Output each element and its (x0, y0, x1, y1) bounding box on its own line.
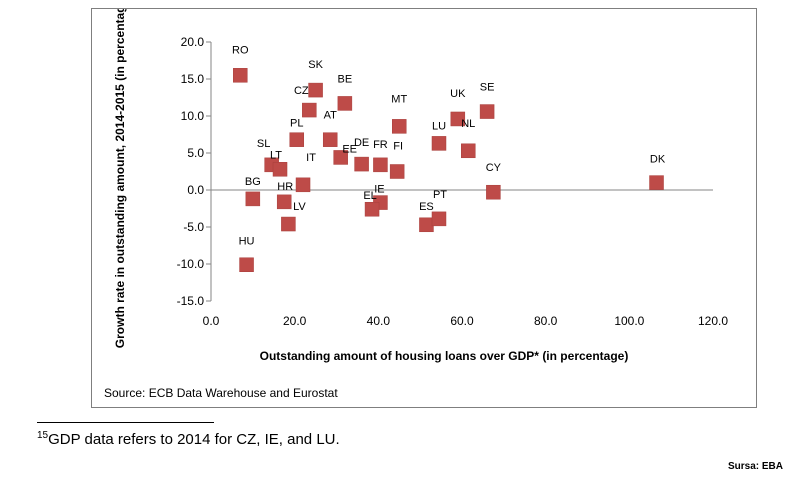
x-tick-labels: 0.0 20.0 40.0 60.0 80.0 100.0 120.0 (203, 314, 729, 328)
data-point-pl (289, 132, 305, 147)
data-point-it (295, 177, 311, 193)
data-point-bg (245, 191, 261, 207)
source-credit: Sursa: EBA (727, 461, 783, 472)
data-point-fr (373, 157, 388, 173)
data-point-lt (272, 162, 288, 177)
point-label-uk: UK (450, 88, 466, 100)
y-tick-label: 0.0 (187, 183, 204, 197)
point-label-lt: LT (270, 149, 282, 161)
data-point-sk (308, 82, 323, 98)
data-point-mt (392, 119, 407, 134)
point-label-sk: SK (308, 59, 323, 71)
point-label-es: ES (419, 201, 434, 213)
data-point-pt (431, 211, 447, 227)
data-point-lv (281, 216, 296, 232)
point-label-hu: HU (239, 236, 255, 248)
scatter-chart: 20.015.010.05.00.0-5.0-10.0-15.0 0.0 20.0… (113, 9, 729, 363)
x-tick-label: 40.0 (367, 314, 391, 328)
chart-frame: 20.0 15.0 10.0 5.0 0.0 -5.0 -10.0 -15.0 0.0 20.0… (91, 8, 757, 408)
point-label-se: SE (480, 82, 495, 94)
point-label-hr: HR (277, 181, 293, 193)
x-tick-label: 120.0 (698, 314, 728, 328)
data-point-el (364, 201, 380, 217)
data-points (233, 68, 664, 272)
data-point-fi (389, 164, 405, 179)
y-tick-label: -10.0 (177, 257, 205, 271)
point-label-cy: CY (486, 162, 502, 174)
footnote-divider (37, 422, 214, 423)
chart-axes (210, 42, 713, 301)
data-point-es (419, 217, 434, 233)
source-note: Source: ECB Data Warehouse and Eurostat (104, 386, 338, 400)
x-tick-label: 100.0 (614, 314, 644, 328)
point-label-fi: FI (393, 141, 403, 153)
footnote-number: 15 (37, 430, 49, 441)
point-label-fr: FR (373, 139, 388, 151)
point-label-nl: NL (461, 118, 475, 130)
point-label-pl: PL (290, 118, 303, 130)
point-label-sl: SL (257, 138, 270, 150)
x-tick-label: 80.0 (534, 314, 558, 328)
data-point-uk (450, 111, 466, 127)
point-label-de: DE (354, 137, 369, 149)
y-tick-labels: 20.0 15.0 10.0 5.0 0.0 -5.0 -10.0 -15.0 (177, 35, 211, 308)
point-label-ro: RO (232, 44, 249, 56)
point-label-ee: EE (342, 143, 357, 155)
point-label-dk: DK (650, 154, 666, 166)
data-point-dk (649, 175, 664, 190)
data-point-hr (276, 194, 292, 210)
data-point-cz (302, 102, 317, 118)
footnote: 15GDP data refers to 2014 for CZ, IE, an… (37, 430, 340, 448)
data-point-lu (431, 136, 447, 151)
point-label-be: BE (338, 73, 353, 85)
point-label-at: AT (324, 110, 338, 122)
data-point-de (354, 156, 369, 172)
point-label-pt: PT (433, 189, 447, 201)
data-point-ee (333, 150, 348, 165)
point-label-mt: MT (391, 93, 407, 105)
point-label-cz: CZ (294, 85, 309, 97)
point-label-ie: IE (374, 184, 384, 196)
point-label-bg: BG (245, 176, 261, 188)
y-tick-label: 15.0 (181, 72, 205, 86)
point-label-lu: LU (432, 120, 446, 132)
x-tick-label: 0.0 (203, 314, 220, 328)
y-tick-label: 5.0 (187, 146, 204, 160)
y-tick-label: -15.0 (177, 294, 205, 308)
y-axis-title: Growth rate in outstanding amount, 2014-… (113, 9, 127, 348)
x-tick-label: 20.0 (283, 314, 307, 328)
footnote-text: GDP data refers to 2014 for CZ, IE, and … (48, 431, 340, 448)
y-tick-label: -5.0 (183, 220, 204, 234)
point-label-lv: LV (293, 201, 306, 213)
data-point-be (337, 96, 353, 111)
data-point-hu (239, 257, 254, 272)
y-tick-label: 10.0 (181, 109, 205, 123)
data-point-se (479, 104, 495, 119)
point-label-el: EL (363, 190, 376, 202)
y-tick-label: 20.0 (181, 35, 205, 49)
point-label-it: IT (306, 152, 316, 164)
data-point-nl (461, 143, 476, 159)
data-point-cy (486, 184, 501, 200)
x-axis-title: Outstanding amount of housing loans over… (260, 349, 629, 363)
x-tick-label: 60.0 (450, 314, 474, 328)
data-point-at (322, 132, 338, 147)
data-point-ro (233, 68, 248, 83)
